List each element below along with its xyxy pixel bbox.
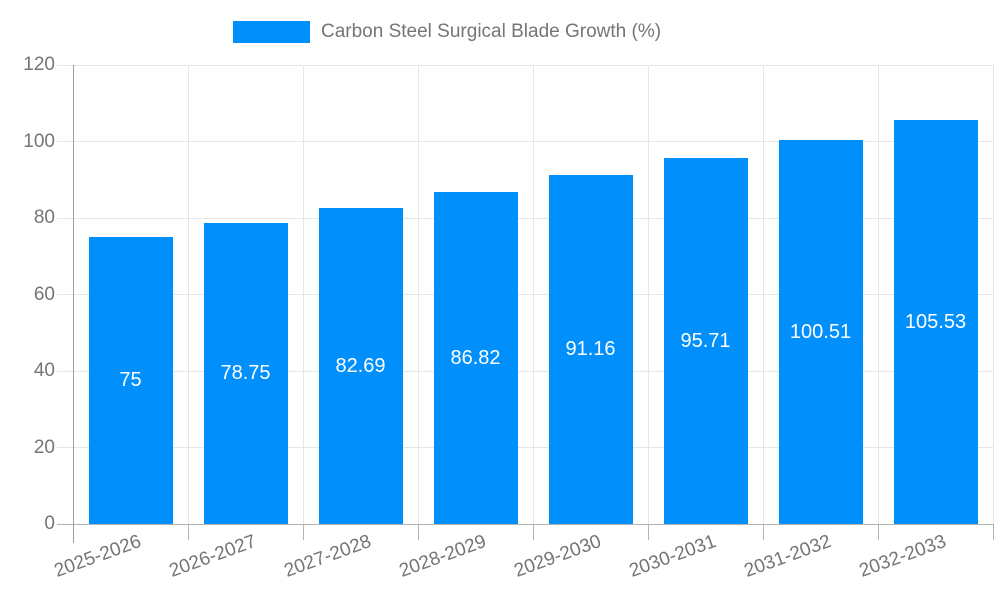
x-grid-line [187,65,189,524]
x-axis-tick [302,524,304,540]
x-axis-tick [762,524,764,540]
bar-value-label: 86.82 [450,346,501,369]
bar-value-label: 91.16 [565,338,616,360]
x-grid-line [302,65,304,524]
x-axis-tick [647,524,649,540]
bar[interactable]: 75 [88,237,173,524]
x-grid-line [417,65,419,524]
x-axis-tick [187,524,189,540]
y-tick-label: 40 [33,360,55,381]
bar[interactable]: 95.71 [663,158,748,524]
x-tick-label: 2029-2030 [511,531,604,582]
y-grid-line [57,64,993,66]
y-tick-label: 0 [44,513,55,534]
x-grid-line [992,65,994,524]
bar[interactable]: 100.51 [778,140,863,524]
y-grid-line [57,141,993,142]
y-tick-label: 120 [23,54,55,75]
bar-value-label: 75 [119,369,142,391]
bar-value-label: 78.75 [220,362,271,384]
legend-label: Carbon Steel Surgical Blade Growth (%) [321,21,662,42]
x-axis-tick [532,524,534,540]
bar-value-label: 105.53 [904,310,967,333]
bar-value-label: 100.51 [789,320,852,343]
y-axis-line [72,65,74,543]
x-tick-label: 2030-2031 [626,531,719,582]
x-tick-label: 2028-2029 [396,531,489,582]
y-tick-label: 100 [23,130,55,152]
bar[interactable]: 82.69 [318,208,403,524]
x-tick-label: 2026-2027 [166,531,259,582]
bar[interactable]: 91.16 [548,175,633,524]
y-tick-label: 20 [33,436,55,458]
y-tick-label: 60 [33,283,55,305]
x-axis-tick [417,524,419,540]
x-axis-tick [992,524,994,540]
legend-color-swatch [233,21,310,43]
x-axis-line [57,523,993,525]
x-grid-line [762,65,764,524]
y-grid-line [57,217,993,219]
bar-value-label: 82.69 [335,354,386,377]
y-grid-line [57,447,993,448]
bar[interactable]: 105.53 [893,120,978,524]
x-grid-line [532,65,534,524]
bar-value-label: 95.71 [680,329,731,352]
x-grid-line [877,65,879,524]
legend-item[interactable]: Carbon Steel Surgical Blade Growth (%) [233,21,661,43]
x-tick-label: 2032-2033 [856,531,949,582]
x-grid-line [647,65,649,524]
y-grid-line [57,370,993,372]
x-tick-label: 2025-2026 [51,531,144,582]
bar[interactable]: 78.75 [203,223,288,524]
y-tick-label: 80 [33,207,55,228]
x-axis-tick [877,524,879,540]
bar[interactable]: 86.82 [433,192,518,524]
y-grid-line [57,294,993,295]
x-tick-label: 2031-2032 [741,531,834,582]
x-tick-label: 2027-2028 [281,531,374,582]
